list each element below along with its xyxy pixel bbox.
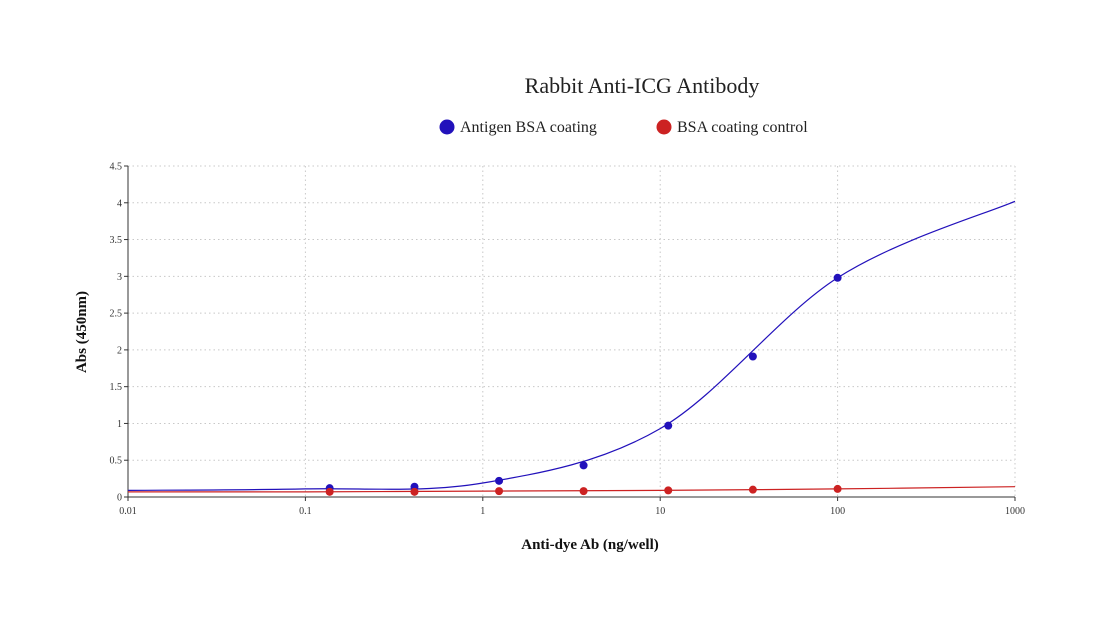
x-tick-labels: 0.01 0.1 1 10 100 1000 bbox=[119, 506, 1025, 517]
y-tick-label: 4.5 bbox=[110, 162, 123, 173]
legend-label-control: BSA coating control bbox=[677, 119, 808, 136]
y-axis-label: Abs (450nm) bbox=[74, 291, 90, 373]
fit-curves bbox=[127, 200, 1016, 493]
x-tick-label: 0.01 bbox=[119, 506, 137, 517]
y-tick-label: 1.5 bbox=[110, 382, 123, 393]
x-axis-label: Anti-dye Ab (ng/well) bbox=[521, 537, 659, 553]
x-tick-label: 0.1 bbox=[299, 506, 312, 517]
data-points bbox=[325, 273, 842, 496]
y-tick-label: 3 bbox=[117, 272, 122, 283]
data-point-series-1 bbox=[495, 487, 504, 496]
data-point-series-0 bbox=[664, 421, 673, 430]
y-tick-label: 1 bbox=[117, 419, 122, 430]
y-tick-label: 0.5 bbox=[110, 456, 123, 467]
legend-label-antigen: Antigen BSA coating bbox=[460, 119, 597, 136]
y-tick-labels: 0 0.5 1 1.5 2 2.5 3 3.5 4 4.5 bbox=[110, 162, 123, 504]
fit-curve-series-0 bbox=[127, 200, 1016, 491]
data-point-series-1 bbox=[748, 485, 757, 494]
data-point-series-0 bbox=[495, 476, 504, 485]
legend-marker-antigen bbox=[439, 119, 455, 135]
y-tick-label: 2.5 bbox=[110, 309, 123, 320]
y-tick-label: 3.5 bbox=[110, 235, 123, 246]
y-tick-label: 2 bbox=[117, 345, 122, 356]
y-tick-label: 0 bbox=[117, 493, 122, 504]
data-point-series-0 bbox=[748, 352, 757, 361]
grid-lines bbox=[128, 165, 1016, 497]
y-tick-label: 4 bbox=[117, 198, 122, 209]
data-point-series-1 bbox=[410, 487, 419, 496]
data-point-series-1 bbox=[833, 484, 842, 493]
x-tick-label: 100 bbox=[830, 506, 845, 517]
chart-title: Rabbit Anti-ICG Antibody bbox=[525, 73, 760, 98]
x-tick-label: 1 bbox=[480, 506, 485, 517]
fit-curve-series-1 bbox=[127, 486, 1016, 493]
data-point-series-1 bbox=[664, 486, 673, 495]
legend-marker-control bbox=[656, 119, 672, 135]
axes bbox=[124, 165, 1016, 501]
data-point-series-1 bbox=[579, 487, 588, 496]
data-point-series-0 bbox=[579, 461, 588, 470]
x-tick-label: 1000 bbox=[1005, 506, 1025, 517]
x-tick-label: 10 bbox=[655, 506, 665, 517]
legend: Antigen BSA coating BSA coating control bbox=[439, 119, 808, 136]
data-point-series-0 bbox=[833, 273, 842, 282]
data-point-series-1 bbox=[325, 487, 334, 496]
